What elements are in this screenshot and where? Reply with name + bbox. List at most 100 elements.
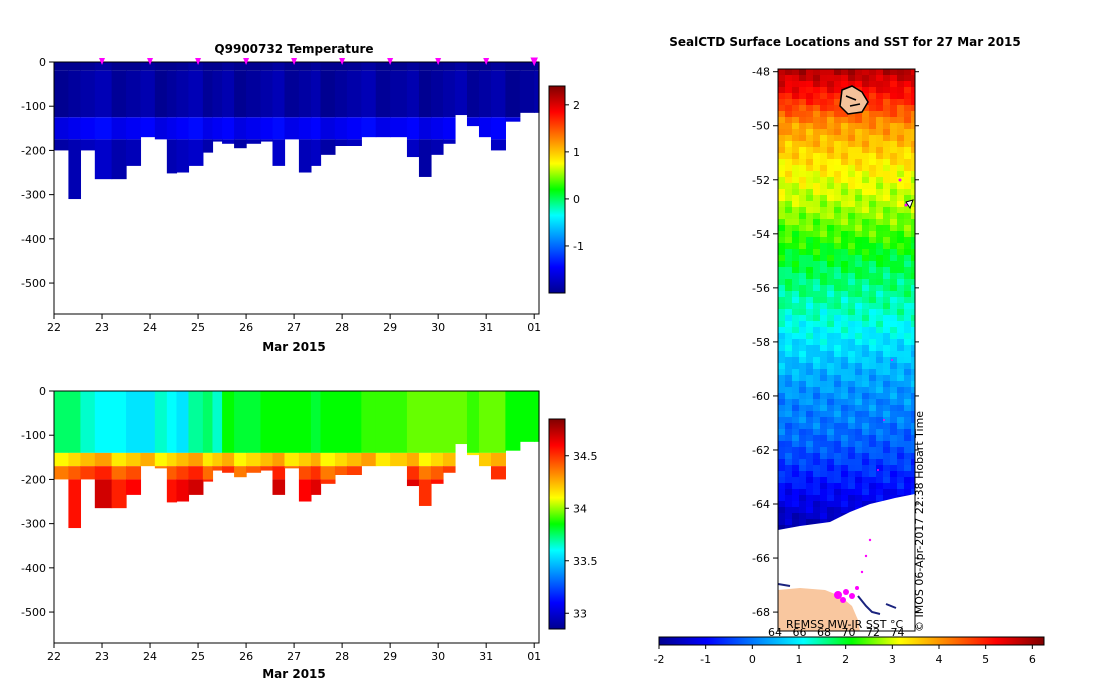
sst-cell bbox=[862, 183, 870, 190]
sst-cell bbox=[876, 327, 884, 334]
sst-cell bbox=[834, 177, 842, 184]
sst-cell bbox=[890, 111, 898, 118]
section-cell bbox=[166, 70, 178, 118]
sst-cell bbox=[792, 519, 800, 526]
sst-cell bbox=[862, 69, 870, 76]
profile-marker bbox=[339, 58, 346, 65]
sst-cell bbox=[778, 465, 786, 472]
sst-cell bbox=[785, 417, 793, 424]
section-cell bbox=[346, 139, 362, 146]
sst-cell bbox=[799, 171, 807, 178]
sst-cell bbox=[848, 387, 856, 394]
sst-cell bbox=[911, 327, 915, 334]
sst-cell bbox=[792, 291, 800, 298]
sst-cell bbox=[785, 321, 793, 328]
sst-cell bbox=[827, 165, 835, 172]
section-cell bbox=[298, 466, 312, 480]
sst-cell bbox=[890, 249, 898, 256]
sst-cell bbox=[806, 495, 814, 502]
sst-cell bbox=[904, 315, 912, 322]
sst-cell bbox=[785, 495, 793, 502]
sst-cell bbox=[785, 477, 793, 484]
sst-cell bbox=[778, 423, 786, 430]
sst-cell bbox=[876, 339, 884, 346]
sst-cell bbox=[876, 183, 884, 190]
sst-cell bbox=[792, 513, 800, 520]
section-cell bbox=[202, 70, 214, 118]
sst-cell bbox=[785, 177, 793, 184]
sst-cell bbox=[904, 465, 912, 472]
sst-cell bbox=[869, 231, 877, 238]
sst-cell bbox=[827, 465, 835, 472]
sst-cell bbox=[799, 387, 807, 394]
sst-cell bbox=[806, 453, 814, 460]
sst-cell bbox=[827, 153, 835, 160]
sst-cell bbox=[855, 75, 863, 82]
section-cell bbox=[68, 391, 82, 453]
sst-cell bbox=[792, 141, 800, 148]
sst-cell bbox=[883, 459, 891, 466]
sst-cell bbox=[904, 267, 912, 274]
sst-colorbar-tick-label: 3 bbox=[889, 653, 896, 666]
sst-cell bbox=[897, 315, 905, 322]
sst-cell bbox=[897, 309, 905, 316]
sst-cell bbox=[883, 381, 891, 388]
sst-cell bbox=[813, 195, 821, 202]
sst-cell bbox=[869, 189, 877, 196]
sst-cell bbox=[911, 213, 915, 220]
sst-cell bbox=[806, 291, 814, 298]
sst-cell bbox=[792, 117, 800, 124]
sst-cell bbox=[848, 81, 856, 88]
sst-cell bbox=[813, 405, 821, 412]
sst-cell bbox=[785, 237, 793, 244]
sst-cell bbox=[890, 369, 898, 376]
sst-cell bbox=[778, 189, 786, 196]
sst-cell bbox=[911, 153, 915, 160]
sst-cell bbox=[848, 183, 856, 190]
sst-cell bbox=[897, 87, 905, 94]
sst-cell bbox=[897, 267, 905, 274]
sst-cell bbox=[855, 465, 863, 472]
sst-cell bbox=[827, 399, 835, 406]
section-cell bbox=[298, 62, 312, 71]
sst-cell bbox=[827, 303, 835, 310]
x-tick-label: 27 bbox=[287, 650, 301, 663]
sst-cell bbox=[904, 453, 912, 460]
x-tick-label: 27 bbox=[287, 321, 301, 334]
sst-colorbar-inner-label: 74 bbox=[891, 626, 905, 639]
sst-cell bbox=[841, 75, 849, 82]
sst-cell bbox=[862, 93, 870, 100]
sst-cell bbox=[897, 231, 905, 238]
sst-cell bbox=[813, 495, 821, 502]
sst-cell bbox=[883, 279, 891, 286]
section-cell bbox=[505, 117, 521, 122]
sst-cell bbox=[883, 369, 891, 376]
sst-cell bbox=[855, 423, 863, 430]
sst-cell bbox=[862, 387, 870, 394]
sst-cell bbox=[799, 69, 807, 76]
section-cell bbox=[234, 70, 247, 118]
track-marker-triangle bbox=[905, 199, 914, 210]
section-cell bbox=[320, 391, 336, 453]
sst-cell bbox=[911, 339, 915, 346]
sst-cell bbox=[785, 267, 793, 274]
sst-cell bbox=[792, 507, 800, 514]
sst-cell bbox=[890, 483, 898, 490]
sst-cell bbox=[869, 75, 877, 82]
sst-cell bbox=[820, 429, 828, 436]
section-cell bbox=[234, 452, 247, 467]
sst-cell bbox=[897, 285, 905, 292]
sst-cell bbox=[813, 315, 821, 322]
section-cell bbox=[202, 479, 214, 482]
sst-cell bbox=[827, 183, 835, 190]
sst-cell bbox=[883, 291, 891, 298]
sst-cell bbox=[806, 417, 814, 424]
sst-cell bbox=[855, 153, 863, 160]
sst-cell bbox=[897, 99, 905, 106]
sst-cell bbox=[848, 219, 856, 226]
sst-cell bbox=[806, 177, 814, 184]
temperature-panel: Q9900732 Temperature 0-100-200-300-400-5… bbox=[21, 42, 584, 354]
sst-cell bbox=[820, 183, 828, 190]
sst-cell bbox=[792, 123, 800, 130]
sst-cell bbox=[862, 501, 870, 508]
